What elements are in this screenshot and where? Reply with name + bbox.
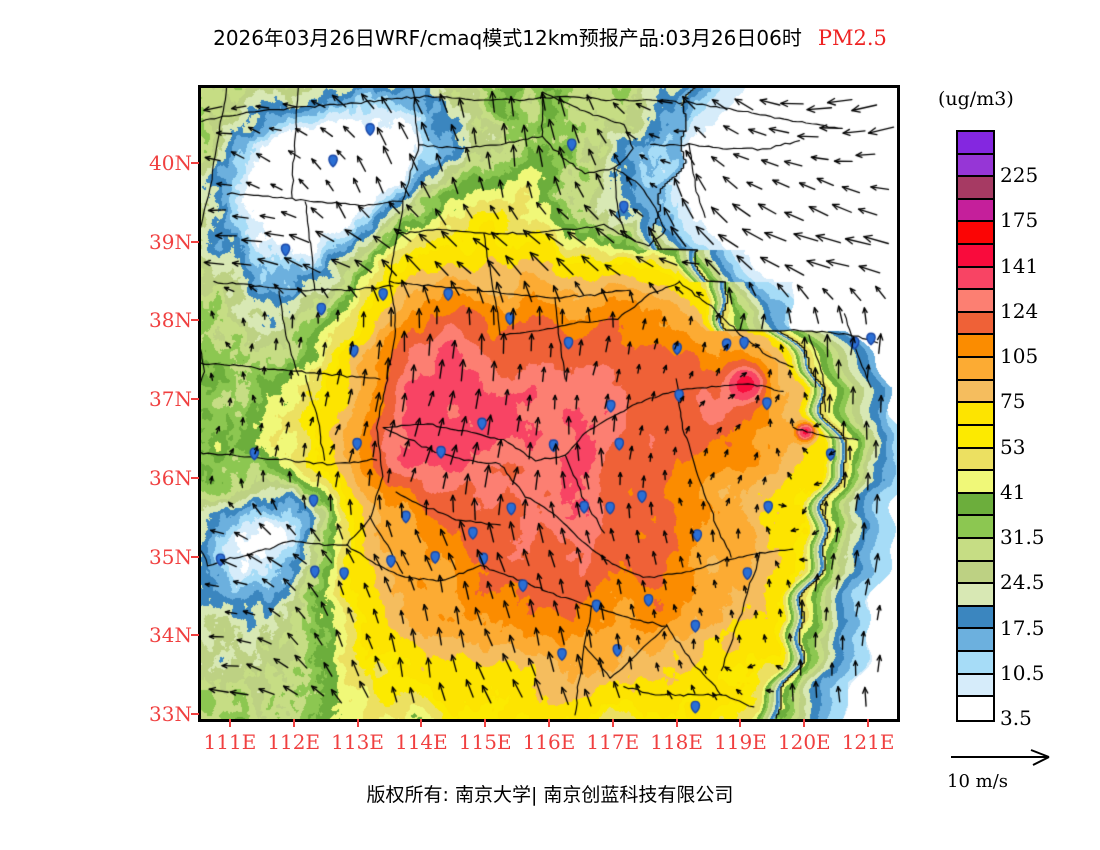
y-axis-tick: [191, 162, 199, 164]
x-axis-label: 119E: [714, 730, 767, 754]
colorbar-tick-label: 24.5: [1000, 570, 1045, 595]
x-axis-tick: [420, 719, 423, 727]
y-axis-tick: [191, 476, 199, 479]
x-axis-label: 116E: [522, 730, 576, 754]
x-axis-label: 113E: [331, 730, 384, 754]
colorbar-band: [958, 132, 993, 155]
colorbar-tick-label: 175: [1000, 208, 1039, 233]
x-axis-label: 121E: [841, 730, 895, 754]
colorbar-band: [958, 177, 993, 200]
y-axis-label: 40N: [149, 151, 192, 175]
x-axis-label: 120E: [777, 730, 831, 754]
colorbar-tick-label: 17.5: [1000, 615, 1045, 640]
y-axis-label: 33N: [149, 702, 192, 726]
x-axis-tick: [484, 719, 487, 727]
colorbar-band: [958, 358, 993, 381]
colorbar-band: [958, 425, 993, 449]
title-species-text: PM2.5: [817, 26, 887, 50]
colorbar-band: [958, 335, 993, 359]
pm25-contour-canvas: [201, 88, 897, 719]
colorbar-band: [958, 493, 993, 517]
y-axis-label: 39N: [149, 229, 192, 254]
colorbar-tick-label: 124: [1000, 298, 1039, 323]
colorbar-band: [958, 606, 993, 630]
x-axis-tick: [675, 719, 678, 727]
colorbar-band: [958, 652, 993, 675]
y-axis-tick: [191, 634, 199, 637]
y-axis-tick: [191, 240, 199, 243]
colorbar-band: [958, 290, 993, 313]
y-axis-tick: [191, 713, 199, 715]
colorbar-band: [958, 448, 993, 472]
y-axis-label: 35N: [149, 544, 192, 569]
y-axis-tick: [191, 398, 199, 401]
colorbar-tick-label: 3.5: [1000, 706, 1032, 730]
colorbar-band: [958, 222, 993, 246]
wind-scale-key: 10 m/s: [945, 748, 1085, 792]
x-axis-label: 112E: [267, 730, 321, 754]
x-axis-label: 117E: [586, 730, 640, 754]
colorbar-band: [958, 199, 993, 223]
colorbar-band: [958, 584, 993, 607]
forecast-map-plot[interactable]: [198, 85, 900, 722]
y-axis-label: 36N: [149, 465, 192, 490]
x-axis-label: 114E: [394, 730, 448, 754]
x-axis-label: 115E: [458, 730, 512, 754]
x-axis-tick: [356, 719, 359, 727]
colorbar-band: [958, 154, 993, 178]
x-axis-tick: [228, 719, 231, 727]
colorbar-band: [958, 697, 993, 720]
colorbar-tick-label: 75: [1000, 389, 1026, 414]
x-axis-tick: [803, 719, 806, 727]
y-axis-label: 38N: [149, 308, 192, 333]
x-axis-label: 118E: [650, 730, 704, 754]
colorbar-band: [958, 629, 993, 653]
colorbar-band: [958, 538, 993, 562]
x-axis-tick: [292, 719, 295, 727]
colorbar-tick-label: 105: [1000, 344, 1039, 369]
x-axis-tick: [611, 719, 614, 727]
x-axis-tick: [867, 719, 870, 727]
copyright-footer: 版权所有: 南京大学| 南京创蓝科技有限公司: [366, 784, 734, 806]
colorbar-tick-label: 10.5: [1000, 660, 1045, 685]
colorbar-tick-label: 41: [1000, 479, 1026, 504]
colorbar-band: [958, 516, 993, 539]
colorbar-band: [958, 380, 993, 404]
x-axis-tick: [739, 719, 742, 727]
colorbar-band: [958, 312, 993, 336]
colorbar-band: [958, 561, 993, 585]
colorbar-band: [958, 403, 993, 426]
wind-arrow-icon: [951, 749, 1050, 766]
colorbar-band: [958, 267, 993, 291]
colorbar-band: [958, 674, 993, 698]
x-axis-tick: [548, 719, 550, 727]
y-axis-tick: [191, 319, 199, 322]
colorbar[interactable]: [956, 130, 995, 722]
page-title: 2026年03月26日WRF/cmaq模式12km预报产品:03月26日06时 P…: [0, 22, 1100, 51]
colorbar-band: [958, 245, 993, 268]
colorbar-tick-label: 225: [1000, 163, 1039, 188]
colorbar-tick-label: 53: [1000, 434, 1026, 459]
x-axis-label: 111E: [203, 730, 257, 754]
colorbar-band: [958, 471, 993, 494]
colorbar-tick-label: 141: [1000, 253, 1039, 278]
y-axis-tick: [191, 555, 199, 558]
y-axis-label: 37N: [149, 387, 192, 412]
colorbar-unit-label: (ug/m3): [938, 88, 1014, 110]
colorbar-tick-label: 31.5: [1000, 525, 1045, 550]
title-main-text: 2026年03月26日WRF/cmaq模式12km预报产品:03月26日06时: [213, 26, 802, 50]
wind-scale-label: 10 m/s: [947, 771, 1008, 792]
y-axis-label: 34N: [149, 623, 192, 648]
